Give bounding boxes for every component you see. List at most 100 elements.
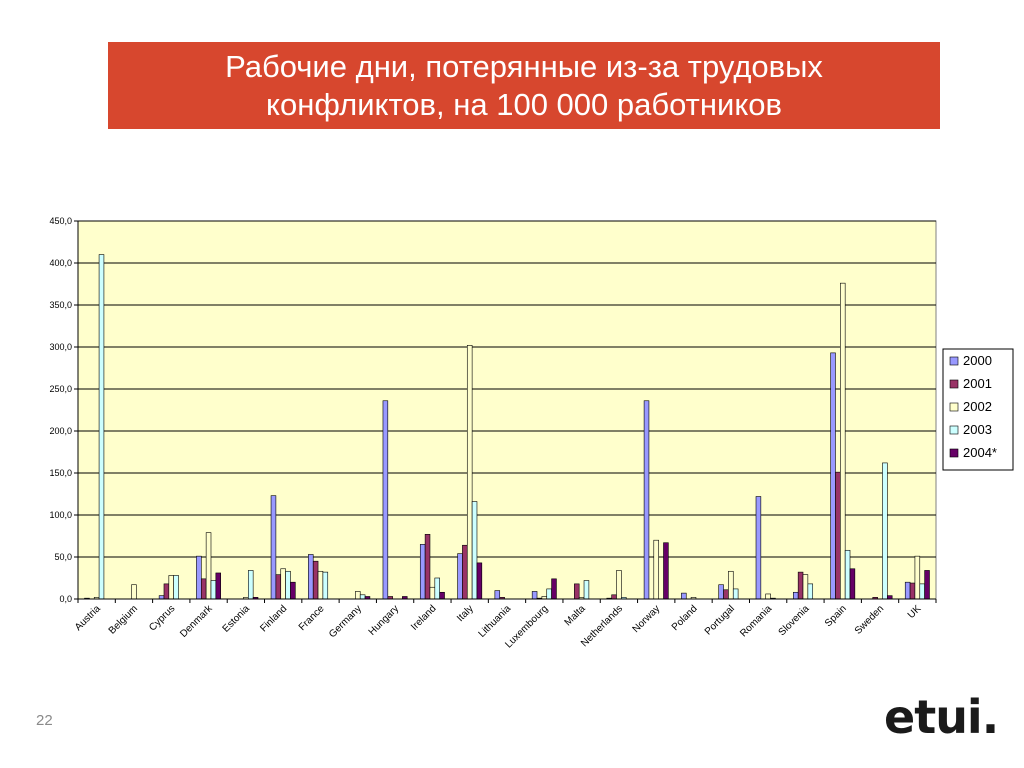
bar (574, 583, 580, 600)
x-tick-label: Romania (738, 603, 774, 639)
bar (355, 591, 361, 600)
bar (312, 560, 319, 600)
bar (158, 595, 165, 600)
bar (429, 586, 436, 600)
legend-swatch (949, 356, 959, 366)
bar (471, 501, 478, 600)
bar (723, 589, 729, 600)
bar (793, 591, 799, 600)
bar (551, 578, 557, 600)
bar (755, 496, 762, 600)
bar (611, 594, 617, 600)
bar (835, 471, 841, 600)
x-tick-label: Portugal (703, 603, 737, 637)
bar (462, 544, 468, 600)
bar (200, 578, 207, 600)
bar (439, 591, 445, 600)
bar (616, 570, 622, 600)
grid-lines (78, 220, 936, 558)
x-tick-label: Germany (327, 603, 364, 640)
x-tick-label: Austria (73, 603, 103, 633)
bar (830, 352, 836, 600)
bar (844, 549, 851, 600)
x-tick-label: Denmark (178, 603, 215, 640)
bar (434, 577, 440, 600)
bar (914, 555, 921, 600)
bar (98, 254, 105, 600)
bar (728, 570, 734, 600)
bar (919, 583, 925, 600)
x-tick-label: Belgium (107, 603, 140, 636)
bar (663, 542, 669, 600)
y-tick-label: 400,0 (49, 258, 72, 268)
y-tick-label: 100,0 (49, 510, 72, 520)
legend-label: 2001 (963, 376, 992, 391)
bar (882, 462, 888, 600)
bar (205, 532, 212, 600)
bar (653, 539, 659, 600)
legend-swatch (949, 402, 959, 412)
legend-swatch (949, 448, 959, 458)
slide-title: Рабочие дни, потерянные из-за трудовых к… (225, 48, 823, 122)
x-tick-label: Poland (670, 603, 700, 633)
bar (583, 580, 590, 600)
bar (359, 594, 366, 600)
x-tick-label: Hungary (367, 603, 402, 638)
bar (424, 534, 431, 600)
bar (196, 555, 202, 600)
x-tick-label: Slovenia (777, 603, 812, 638)
x-tick-label: Cyprus (147, 603, 177, 633)
bar (802, 574, 809, 600)
y-tick-label: 50,0 (54, 552, 72, 562)
bar (546, 588, 552, 600)
bar (247, 570, 254, 600)
bar (909, 582, 916, 600)
bar (457, 553, 463, 600)
bar (924, 570, 930, 600)
x-tick-label: France (297, 603, 327, 633)
plot-area (77, 220, 937, 600)
bar (210, 580, 217, 600)
bar (797, 571, 804, 600)
bar (280, 568, 286, 600)
bar (168, 575, 174, 600)
x-tick-label: Spain (823, 603, 849, 629)
y-axis: 0,0 50,0 100,0 150,0 200,0 250,0 300,0 350,0 400… (49, 216, 79, 604)
y-tick-label: 0,0 (59, 594, 72, 604)
bar (849, 568, 856, 600)
bar (494, 590, 501, 600)
x-tick-label: Estonia (221, 603, 253, 635)
bar (163, 583, 170, 600)
x-axis: Austria Belgium Cyprus Denmark Estonia Finlan… (73, 598, 937, 650)
bar (419, 544, 426, 600)
x-tick-label: Ireland (409, 603, 438, 632)
title-banner: Рабочие дни, потерянные из-за трудовых к… (108, 42, 940, 129)
bar (765, 593, 771, 600)
x-tick-label: UK (906, 603, 924, 621)
legend-swatch (949, 379, 959, 389)
x-tick-label: Malta (563, 603, 588, 628)
legend-label: 2000 (963, 353, 992, 368)
y-tick-label: 250,0 (49, 384, 72, 394)
bar (466, 345, 473, 600)
bar (531, 591, 538, 600)
bar (732, 588, 739, 600)
bar (215, 572, 221, 600)
bar (131, 584, 137, 600)
y-tick-label: 150,0 (49, 468, 72, 478)
x-tick-label: Finland (258, 603, 289, 634)
bar (308, 554, 314, 600)
slide-number: 22 (36, 712, 53, 729)
x-tick-label: Sweden (853, 603, 886, 636)
bar (322, 571, 329, 600)
legend-swatch (949, 425, 959, 435)
bar (275, 574, 282, 600)
legend-label: 2002 (963, 399, 992, 414)
bar (270, 495, 277, 600)
bar (285, 570, 291, 600)
bar (476, 562, 483, 600)
etui-logo: etui. (884, 690, 999, 744)
bar (718, 584, 724, 600)
bar (173, 575, 179, 600)
